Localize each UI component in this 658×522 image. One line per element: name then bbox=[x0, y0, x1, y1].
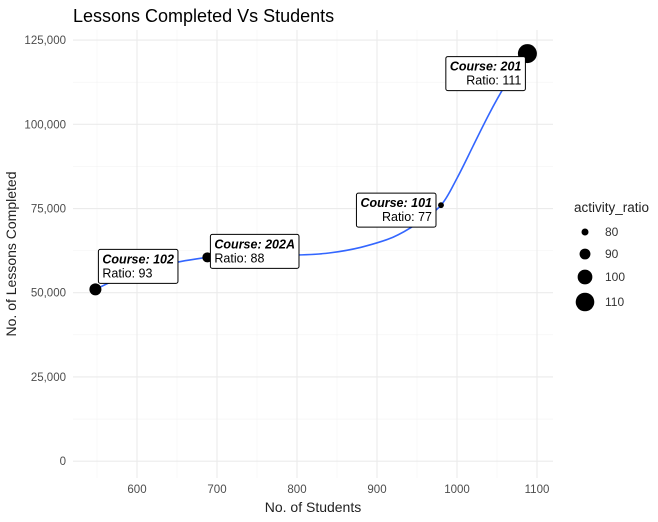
legend-label-90: 90 bbox=[605, 247, 619, 261]
x-tick-label: 900 bbox=[367, 484, 386, 496]
x-tick-label: 800 bbox=[287, 484, 306, 496]
annotation-course-label: Course: 201 bbox=[450, 60, 522, 74]
minor-gridlines bbox=[73, 30, 553, 478]
y-tick-label: 0 bbox=[60, 456, 66, 468]
y-tick-label: 75,000 bbox=[31, 204, 66, 216]
x-tick-label: 600 bbox=[127, 484, 146, 496]
y-tick-label: 25,000 bbox=[31, 372, 66, 384]
x-tick-label: 1100 bbox=[525, 484, 550, 496]
annotation-box bbox=[355, 192, 437, 228]
smooth-trend-line bbox=[95, 53, 529, 291]
legend-label-80: 80 bbox=[605, 225, 619, 239]
chart-title: Lessons Completed Vs Students bbox=[73, 6, 334, 26]
legend-key-110 bbox=[575, 292, 595, 312]
annotation-ratio-label: Ratio: 77 bbox=[382, 210, 432, 224]
y-tick-label: 125,000 bbox=[24, 35, 66, 47]
x-tick-label: 1000 bbox=[444, 484, 470, 496]
legend-label-110: 110 bbox=[605, 295, 624, 309]
annotation-ratio-label: Ratio: 93 bbox=[102, 266, 152, 280]
y-tick-label: 50,000 bbox=[31, 288, 66, 300]
x-axis-title: No. of Students bbox=[265, 499, 362, 515]
annotation-course-label: Course: 202A bbox=[214, 237, 295, 251]
annotation-box bbox=[445, 56, 526, 92]
annotation-ratio-label: Ratio: 88 bbox=[214, 251, 264, 265]
y-axis-title: No. of Lessons Completed bbox=[3, 172, 19, 337]
annotation-course-label: Course: 102 bbox=[102, 252, 174, 266]
annotation-box bbox=[209, 233, 300, 269]
legend: 80 90 100 110 bbox=[575, 225, 625, 312]
x-tick-label: 700 bbox=[207, 484, 226, 496]
y-tick-label: 100,000 bbox=[24, 119, 66, 131]
y-tick-labels: 0 25,000 50,000 75,000 100,000 125,000 bbox=[24, 35, 66, 468]
legend-label-100: 100 bbox=[605, 270, 625, 284]
data-point-course-102 bbox=[89, 283, 102, 296]
legend-key-90 bbox=[579, 248, 591, 260]
x-tick-labels: 600 700 800 900 1000 1100 bbox=[127, 484, 549, 496]
legend-key-100 bbox=[577, 269, 593, 285]
annotation-box bbox=[97, 248, 179, 284]
annotation-course-label: Course: 101 bbox=[360, 196, 432, 210]
legend-key-80 bbox=[581, 228, 589, 236]
annotation-ratio-label: Ratio: 111 bbox=[466, 74, 521, 88]
data-point-course-101 bbox=[438, 202, 444, 209]
legend-title: activity_ratio bbox=[574, 200, 649, 215]
smooth-line-layer bbox=[95, 53, 529, 291]
